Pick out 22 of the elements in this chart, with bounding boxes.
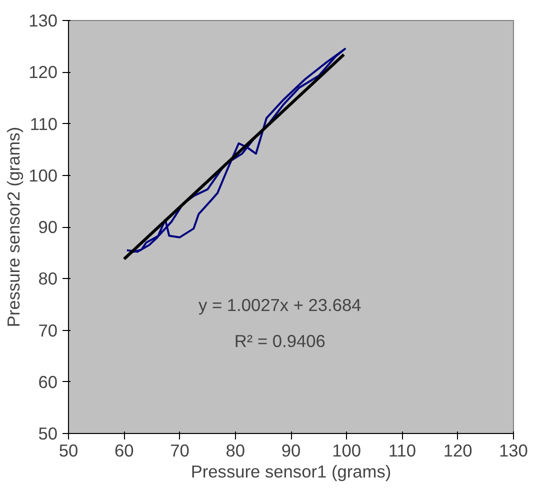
annotation: R² = 0.9406 xyxy=(234,330,326,351)
y-tick-label: 110 xyxy=(30,114,58,134)
x-tick-label: 80 xyxy=(226,440,246,460)
y-tick-label: 120 xyxy=(28,62,58,82)
y-tick-label: 70 xyxy=(38,320,58,340)
y-tick-label: 80 xyxy=(38,268,58,289)
x-tick-label: 70 xyxy=(170,440,190,460)
x-tick-label: 100 xyxy=(332,440,362,460)
x-tick-label: 90 xyxy=(281,440,301,460)
y-tick-label: 130 xyxy=(28,10,58,30)
x-tick-label: 50 xyxy=(58,440,78,460)
x-tick-label: 130 xyxy=(499,440,528,460)
y-tick-label: 90 xyxy=(38,217,58,237)
x-tick-label: 60 xyxy=(114,440,134,460)
x-tick-label: 120 xyxy=(443,440,472,460)
x-tick-label: 110 xyxy=(388,440,416,460)
y-tick-label: 100 xyxy=(28,165,58,186)
x-axis-title: Pressure sensor1 (grams) xyxy=(190,462,392,482)
y-tick-label: 50 xyxy=(38,424,58,444)
y-axis-title: Pressure sensor2 (grams) xyxy=(4,126,24,328)
y-tick-label: 60 xyxy=(38,372,58,392)
annotation: y = 1.0027x + 23.684 xyxy=(198,294,362,315)
